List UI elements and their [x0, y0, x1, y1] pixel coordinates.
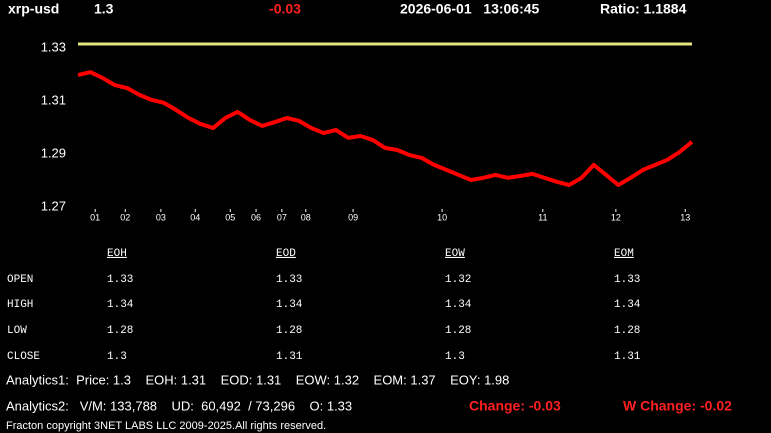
x-tick-label: 09: [348, 212, 358, 222]
x-tick-label: 08: [301, 212, 311, 222]
x-tick-label: 12: [611, 212, 621, 222]
column-header: EOW: [445, 248, 465, 260]
x-tick-label: 02: [120, 212, 130, 222]
cell: 1.31: [276, 351, 303, 363]
cell: 1.32: [445, 274, 471, 286]
change-summary: Change: -0.03: [469, 398, 561, 414]
column-header: EOH: [107, 248, 127, 260]
cell: 1.33: [276, 274, 302, 286]
y-tick-label: 1.27: [41, 198, 66, 213]
x-tick-label: 11: [538, 212, 547, 222]
price: 1.3: [94, 1, 114, 17]
cell: 1.28: [276, 325, 302, 337]
x-tick-label: 05: [225, 212, 235, 222]
price-line: [77, 70, 694, 188]
analytics1: Analytics1: Price: 1.3 EOH: 1.31 EOD: 1.…: [6, 372, 509, 387]
footer: Fracton copyright 3NET LABS LLC 2009-202…: [6, 420, 326, 432]
cell: 1.33: [107, 274, 133, 286]
cell: 1.34: [445, 299, 472, 311]
y-tick-label: 1.29: [41, 145, 66, 160]
symbol: xrp-usd: [8, 1, 59, 17]
x-tick-label: 13: [680, 212, 690, 222]
cell: 1.28: [614, 325, 640, 337]
ratio: Ratio: 1.1884: [600, 1, 687, 17]
cell: 1.34: [614, 299, 641, 311]
column-header: EOM: [614, 248, 634, 260]
column-header: EOD: [276, 248, 296, 260]
x-tick-label: 03: [156, 212, 166, 222]
w-change-summary: W Change: -0.02: [623, 398, 732, 414]
x-tick-label: 04: [190, 212, 200, 222]
cell: 1.28: [107, 325, 133, 337]
x-tick-label: 10: [437, 212, 447, 222]
x-tick-label: 01: [90, 212, 100, 222]
analytics2: Analytics2: V/M: 133,788 UD: 60,492 / 73…: [6, 398, 352, 413]
row-label: CLOSE: [7, 351, 40, 363]
cell: 1.28: [445, 325, 471, 337]
x-tick-label: 06: [251, 212, 261, 222]
cell: 1.34: [276, 299, 303, 311]
cell: 1.3: [445, 351, 465, 363]
datetime: 2026-06-01 13:06:45: [400, 1, 540, 17]
cell: 1.3: [107, 351, 127, 363]
row-label: LOW: [7, 325, 27, 337]
x-tick-label: 07: [277, 212, 287, 222]
change: -0.03: [269, 1, 301, 17]
cell: 1.33: [614, 274, 640, 286]
y-tick-label: 1.31: [41, 92, 66, 107]
row-label: OPEN: [7, 274, 33, 286]
row-label: HIGH: [7, 299, 33, 311]
y-tick-label: 1.33: [41, 39, 66, 54]
cell: 1.31: [614, 351, 641, 363]
cell: 1.34: [107, 299, 134, 311]
